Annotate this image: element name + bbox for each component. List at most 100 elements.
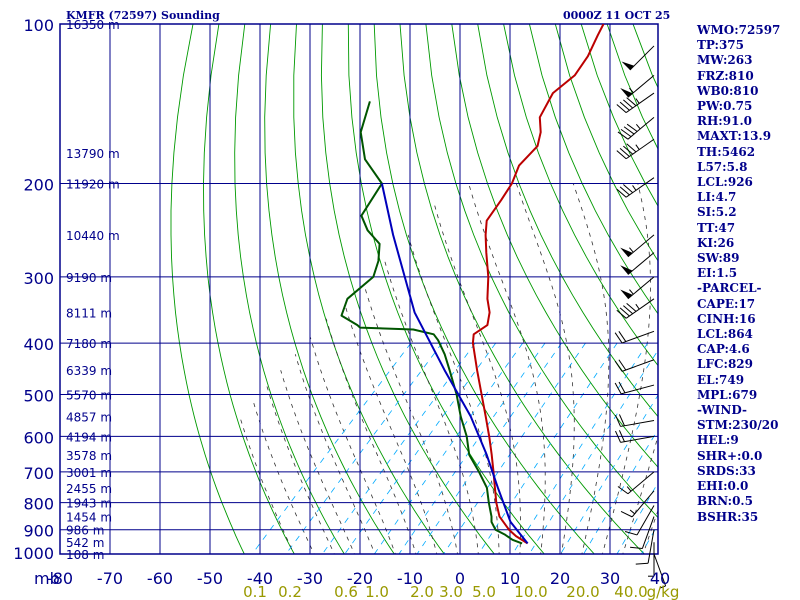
moist-adiabat	[384, 260, 479, 554]
height-label: 16350 m	[66, 18, 120, 32]
height-label: 3001 m	[66, 466, 112, 480]
dry-adiabat	[347, 24, 545, 554]
index-value: CINH:16	[697, 311, 756, 326]
wind-barb-full	[623, 145, 634, 155]
index-value: SW:89	[697, 251, 740, 266]
index-value: MW:263	[697, 53, 753, 68]
sounding-title: KMFR (72597) Sounding	[66, 9, 220, 22]
wind-barb-full	[616, 188, 627, 198]
wind-barb-full	[623, 126, 635, 135]
wind-barb-half	[629, 509, 636, 515]
wind-barb	[615, 414, 655, 427]
dry-adiabat	[554, 24, 658, 262]
wind-barb-shaft	[621, 330, 655, 344]
pressure-tick-label: 300	[23, 269, 54, 288]
wind-barb	[620, 490, 655, 518]
index-value: KI:26	[697, 235, 735, 250]
wind-barb-full	[635, 562, 649, 565]
index-value: MPL:679	[697, 387, 758, 402]
index-value: WMO:72597	[697, 23, 781, 37]
wind-barbs	[614, 45, 667, 589]
wind-barb-full	[615, 414, 621, 427]
wind-barb-half	[635, 123, 641, 130]
wind-barb	[624, 505, 655, 536]
height-label: 2455 m	[66, 482, 112, 496]
parcel-line	[380, 183, 529, 545]
wind-barb-full	[626, 97, 637, 107]
wind-barb-flag	[620, 289, 633, 299]
height-label: 542 m	[66, 536, 104, 550]
wind-barb-shaft	[621, 359, 655, 372]
temperature-tick-label: -20	[347, 569, 373, 588]
height-label: 1943 m	[66, 497, 112, 511]
mixing-ratio-line	[285, 342, 443, 554]
temperature-tick-label: -80	[47, 569, 73, 588]
wind-barb-flag	[621, 61, 635, 70]
wind-barb-flag	[620, 247, 633, 257]
pressure-tick-label: 100	[23, 16, 54, 35]
wind-barb-shaft	[620, 435, 655, 443]
height-label: 6339 m	[66, 364, 112, 378]
wind-barb	[620, 74, 655, 98]
wind-barb-shaft	[621, 384, 655, 395]
temperature-tick-label: 20	[550, 569, 570, 588]
mixing-ratio-label: 20.0	[566, 583, 599, 600]
moist-adiabat	[622, 434, 658, 554]
wind-barb-full	[620, 128, 632, 138]
wind-barb-shaft	[625, 92, 655, 113]
wind-barb-flag	[620, 88, 633, 98]
mixing-ratio-label: 0.2	[278, 583, 302, 600]
temperature-tick-label: 30	[600, 569, 620, 588]
dry-adiabat	[373, 24, 595, 554]
mixing-ratio-line	[512, 342, 649, 554]
wind-barb-full	[618, 414, 625, 426]
sounding-time: 0000Z 11 OCT 25	[563, 9, 671, 22]
index-value: L57:5.8	[697, 159, 748, 174]
index-value: TT:47	[697, 220, 736, 235]
moist-adiabat	[252, 398, 315, 554]
height-label: 13790 m	[66, 147, 120, 161]
wind-barb-full	[618, 430, 625, 442]
mixing-ratio-label: 10.0	[514, 583, 547, 600]
pressure-unit-label: mb	[34, 569, 60, 588]
wind-barb-full	[619, 307, 630, 317]
index-value: -PARCEL-	[697, 281, 762, 296]
temperature-tick-label: -70	[97, 569, 123, 588]
wind-barb-full	[614, 360, 623, 372]
plot-frame	[59, 23, 659, 555]
wind-barb	[648, 542, 655, 577]
wind-barb-shaft	[625, 298, 655, 319]
wind-barb-half	[629, 247, 634, 253]
moist-adiabat	[309, 337, 396, 554]
dry-adiabat	[293, 24, 445, 554]
wind-barb	[614, 381, 655, 395]
height-label: 11920 m	[66, 178, 120, 192]
wind-barb-shaft	[636, 505, 655, 536]
pressure-tick-label: 500	[23, 386, 54, 405]
wind-barb	[615, 430, 655, 443]
pressure-tick-label: 700	[23, 464, 54, 483]
mixing-ratio-lines	[251, 342, 658, 554]
mixing-ratio-line	[583, 428, 658, 554]
height-label: 1454 m	[66, 511, 112, 525]
moist-adiabat	[239, 416, 295, 554]
wind-barb	[614, 330, 655, 344]
mixing-ratio-line	[616, 482, 658, 554]
wind-barb	[617, 116, 655, 140]
dry-adiabat	[451, 24, 658, 468]
index-value: LI:4.7	[697, 190, 737, 205]
temperature-tick-label: 40	[650, 569, 670, 588]
index-value: SI:5.2	[697, 205, 737, 220]
index-value: SHR+:0.0	[697, 448, 763, 463]
dry-adiabat	[477, 24, 658, 418]
index-value: LCL:926	[697, 175, 753, 190]
wind-barb-shaft	[629, 45, 655, 71]
mixing-ratio-line	[528, 349, 658, 554]
index-value: BSHR:35	[697, 509, 759, 524]
mixing-ratio-label: 1.0	[365, 583, 389, 600]
mixing-ratio-line	[321, 342, 476, 554]
height-label: 986 m	[66, 524, 104, 538]
wind-barb-full	[626, 123, 638, 132]
height-label: 4194 m	[66, 430, 112, 444]
index-value: MAXT:13.9	[697, 129, 772, 144]
